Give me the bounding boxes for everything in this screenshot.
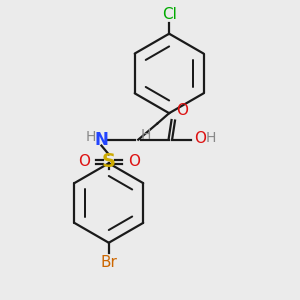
Text: S: S — [102, 152, 116, 171]
Text: N: N — [94, 131, 108, 149]
Text: H: H — [140, 128, 151, 142]
Text: O: O — [78, 154, 90, 169]
Text: H: H — [206, 131, 216, 145]
Text: O: O — [194, 131, 206, 146]
Text: Cl: Cl — [162, 7, 177, 22]
Text: O: O — [176, 103, 188, 118]
Text: O: O — [128, 154, 140, 169]
Text: H: H — [86, 130, 96, 144]
Text: Br: Br — [100, 254, 117, 269]
